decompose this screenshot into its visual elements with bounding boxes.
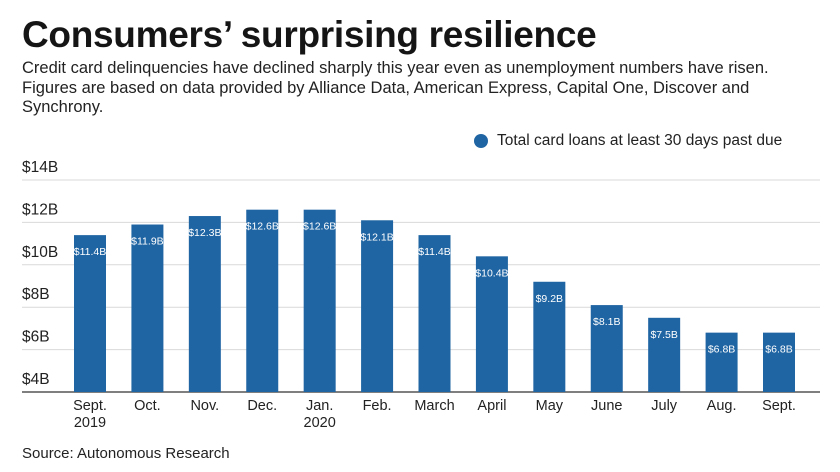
y-tick-label: $12B xyxy=(22,201,58,218)
bar-data-label: $11.9B xyxy=(131,236,164,248)
bar xyxy=(418,235,451,392)
x-tick-label: July xyxy=(651,398,678,414)
y-tick-label: $4B xyxy=(22,371,50,388)
bar xyxy=(590,305,623,392)
x-tick-label: May xyxy=(536,398,564,414)
x-tick-year-label: 2019 xyxy=(74,415,106,431)
bar-data-label: $10.4B xyxy=(475,267,508,279)
bar-data-label: $12.1B xyxy=(360,231,393,243)
bar-data-label: $9.2B xyxy=(536,293,563,305)
y-tick-label: $6B xyxy=(22,329,50,346)
legend-swatch xyxy=(474,134,488,148)
bar xyxy=(131,224,164,392)
bar xyxy=(705,332,738,392)
bar-data-label: $12.3B xyxy=(188,227,221,239)
y-tick-label: $14B xyxy=(22,159,58,176)
bar xyxy=(475,256,508,392)
bar xyxy=(361,220,394,392)
bar xyxy=(188,216,221,392)
y-tick-label: $10B xyxy=(22,244,58,261)
bar-data-label: $11.4B xyxy=(418,246,451,258)
chart-title: Consumers’ surprising resilience xyxy=(22,14,597,55)
bar xyxy=(74,235,106,392)
x-tick-label: Sept. xyxy=(762,398,796,414)
x-tick-label: Oct. xyxy=(134,398,161,414)
bar-data-label: $12.6B xyxy=(246,221,279,233)
x-tick-label: Jan. xyxy=(306,398,333,414)
x-tick-label: Sept. xyxy=(73,398,107,414)
chart-subtitle: Credit card delinquencies have declined … xyxy=(22,59,769,116)
x-tick-year-label: 2020 xyxy=(304,415,336,431)
bar xyxy=(648,317,681,392)
bar xyxy=(533,281,566,392)
x-tick-label: Feb. xyxy=(363,398,392,414)
legend: Total card loans at least 30 days past d… xyxy=(474,132,782,150)
x-tick-label: June xyxy=(591,398,622,414)
bar xyxy=(303,209,336,392)
bar-data-label: $6.8B xyxy=(765,344,792,356)
bar-data-label: $8.1B xyxy=(593,316,620,328)
bar-data-label: $12.6B xyxy=(303,221,336,233)
bar-data-label: $11.4B xyxy=(74,246,107,258)
x-tick-label: Aug. xyxy=(707,398,737,414)
legend-label: Total card loans at least 30 days past d… xyxy=(497,132,783,149)
source-note: Source: Autonomous Research xyxy=(22,445,230,462)
bar xyxy=(763,332,795,392)
bar-data-label: $6.8B xyxy=(708,344,735,356)
x-tick-label: March xyxy=(414,398,454,414)
bar-data-label: $7.5B xyxy=(650,329,677,341)
x-tick-label: April xyxy=(477,398,506,414)
bar xyxy=(246,209,279,392)
x-tick-label: Nov. xyxy=(190,398,219,414)
x-tick-label: Dec. xyxy=(247,398,277,414)
y-tick-label: $8B xyxy=(22,286,50,303)
